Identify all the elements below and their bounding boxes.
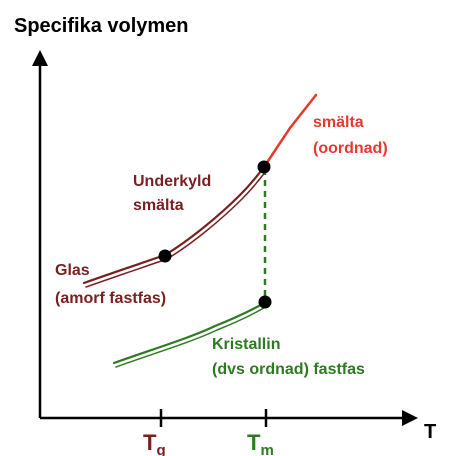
point-melt bbox=[257, 160, 271, 174]
y-axis-arrow bbox=[32, 50, 48, 66]
label-crystal-2: (dvs ordnad) fastfas bbox=[212, 361, 365, 378]
label-undercooled-2: smälta bbox=[133, 197, 184, 214]
tick-label-tg: Tg bbox=[143, 430, 166, 456]
label-crystal-1: Kristallin bbox=[212, 336, 280, 353]
x-axis-arrow bbox=[402, 410, 418, 426]
label-glass-2: (amorf fastfas) bbox=[55, 290, 166, 307]
melt-curve bbox=[262, 93, 318, 169]
label-undercooled-1: Underkyld bbox=[133, 173, 211, 190]
point-crystal bbox=[258, 295, 272, 309]
y-axis-label: Specifika volymen bbox=[14, 15, 189, 37]
label-glass-1: Glas bbox=[55, 262, 90, 279]
crystal-curve bbox=[112, 300, 268, 365]
tick-label-tm: Tm bbox=[247, 430, 274, 456]
point-glass-transition bbox=[158, 249, 172, 263]
crystal-curve-shadow bbox=[115, 305, 268, 368]
label-melt-2: (oordnad) bbox=[313, 140, 388, 157]
undercooled-curve-shadow bbox=[85, 170, 267, 288]
x-axis-label: T bbox=[424, 421, 436, 443]
label-melt-1: smälta bbox=[313, 114, 364, 131]
undercooled-curve bbox=[82, 165, 266, 285]
